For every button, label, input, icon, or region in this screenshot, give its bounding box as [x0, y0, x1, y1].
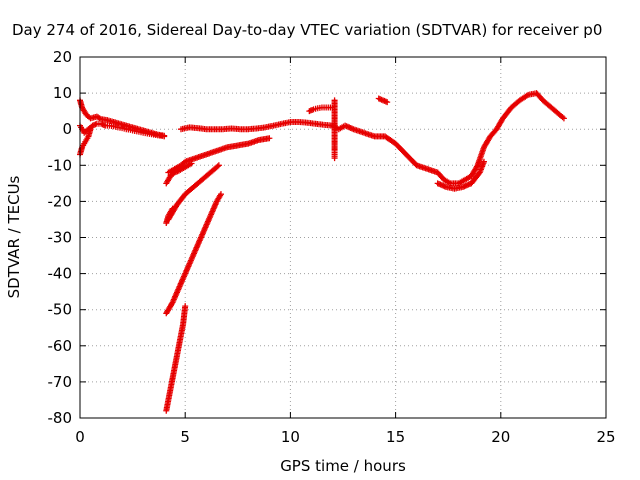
y-tick-label: -50: [48, 301, 73, 319]
data-point: [560, 115, 567, 122]
y-tick-label: -80: [48, 409, 73, 427]
y-tick-label: -30: [48, 229, 73, 247]
x-tick-label: 20: [491, 428, 510, 446]
grid: [80, 57, 606, 418]
data-point: [215, 162, 222, 169]
series-early-lower: [77, 120, 168, 140]
y-tick-label: 10: [53, 84, 72, 102]
series-steep-track-f: [163, 303, 189, 414]
data-point: [480, 158, 487, 165]
y-tick-label: 20: [53, 48, 72, 66]
data-point: [182, 303, 189, 310]
y-tick-label: -10: [48, 156, 73, 174]
x-tick-label: 0: [75, 428, 85, 446]
x-tick-label: 15: [386, 428, 405, 446]
x-axis-label: GPS time / hours: [280, 457, 406, 475]
x-tick-label: 10: [281, 428, 300, 446]
series-mid-flat: [177, 118, 336, 133]
plot-frame: [79, 56, 607, 419]
data-point: [331, 155, 338, 162]
series-afternoon: [329, 90, 567, 187]
data-point: [384, 99, 391, 106]
axis-ticks: 0 5 10 15 20 25 -80 -70 -60 -50 -40 -30 -20 -10 0 10 20: [48, 48, 616, 446]
data-point: [188, 160, 195, 167]
series-island-11-12: [306, 104, 336, 115]
y-tick-label: -40: [48, 265, 73, 283]
series-rising-track-b: [163, 160, 195, 187]
x-tick-label: 5: [180, 428, 190, 446]
y-tick-label: 0: [62, 120, 72, 138]
data-points: [77, 90, 567, 414]
x-tick-label: 25: [596, 428, 615, 446]
series-outliers-12h: [331, 97, 338, 162]
y-axis-label: SDTVAR / TECUs: [5, 175, 23, 298]
data-point: [87, 126, 94, 133]
series-rising-track-a: [165, 135, 273, 176]
y-tick-label: -70: [48, 373, 73, 391]
series-steep-track-d: [165, 162, 222, 223]
data-point: [214, 163, 221, 170]
series-afternoon-lower: [434, 158, 487, 192]
series-steep-track-e: [163, 191, 224, 317]
data-point: [217, 191, 224, 198]
series-island-14: [375, 95, 391, 106]
y-tick-label: -60: [48, 337, 73, 355]
chart-title: Day 274 of 2016, Sidereal Day-to-day VTE…: [12, 21, 602, 39]
data-point: [266, 135, 273, 142]
data-point: [161, 133, 168, 140]
y-tick-label: -20: [48, 192, 73, 210]
